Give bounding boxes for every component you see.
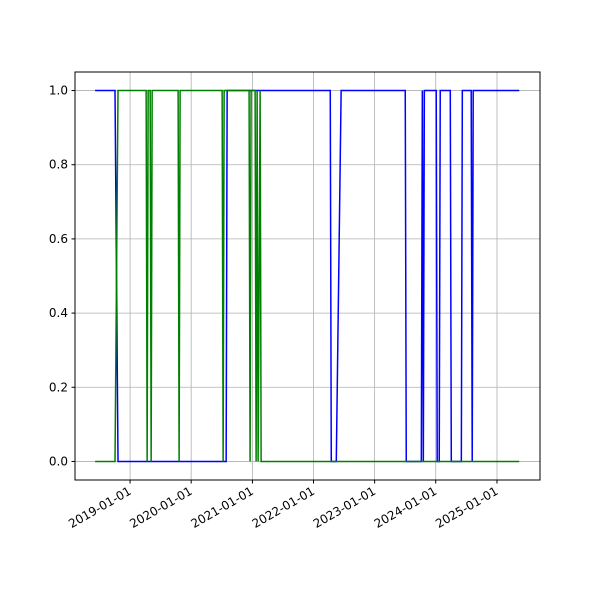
x-tick-label: 2025-01-01 [433, 484, 500, 531]
y-tick-label: 1.0 [49, 84, 68, 98]
y-tick-label: 0.2 [49, 380, 68, 394]
x-tick-label: 2023-01-01 [311, 484, 378, 531]
y-tick-label: 0.8 [49, 158, 68, 172]
x-tick-label: 2022-01-01 [250, 484, 317, 531]
y-tick-label: 0.4 [49, 306, 68, 320]
x-tick-label: 2020-01-01 [127, 484, 194, 531]
plot-frame [74, 71, 541, 481]
x-tick-label: 2019-01-01 [66, 484, 133, 531]
x-tick-label: 2024-01-01 [372, 484, 439, 531]
data-line [95, 89, 520, 463]
y-tick-label: 0.6 [49, 232, 68, 246]
data-line [95, 89, 520, 463]
y-tick-label: 0.0 [49, 454, 68, 468]
x-tick-label: 2021-01-01 [189, 484, 256, 531]
